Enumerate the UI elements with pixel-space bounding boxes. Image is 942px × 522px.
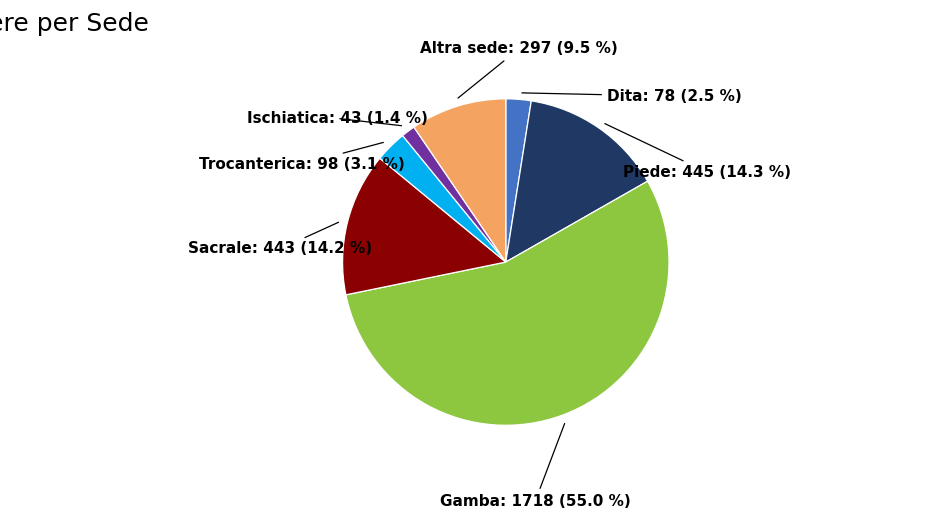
Text: Ischiatica: 43 (1.4 %): Ischiatica: 43 (1.4 %) xyxy=(247,111,428,126)
Text: Distribuzione Ulcere per Sede: Distribuzione Ulcere per Sede xyxy=(0,12,149,36)
Wedge shape xyxy=(343,158,506,295)
Text: Gamba: 1718 (55.0 %): Gamba: 1718 (55.0 %) xyxy=(440,423,630,509)
Wedge shape xyxy=(506,101,647,262)
Wedge shape xyxy=(346,181,669,425)
Text: Altra sede: 297 (9.5 %): Altra sede: 297 (9.5 %) xyxy=(420,41,618,98)
Wedge shape xyxy=(402,127,506,262)
Text: Dita: 78 (2.5 %): Dita: 78 (2.5 %) xyxy=(522,89,741,104)
Text: Sacrale: 443 (14.2 %): Sacrale: 443 (14.2 %) xyxy=(187,222,372,256)
Wedge shape xyxy=(380,136,506,262)
Wedge shape xyxy=(414,99,506,262)
Text: Piede: 445 (14.3 %): Piede: 445 (14.3 %) xyxy=(605,124,791,180)
Wedge shape xyxy=(506,99,531,262)
Text: Trocanterica: 98 (3.1 %): Trocanterica: 98 (3.1 %) xyxy=(199,143,405,172)
